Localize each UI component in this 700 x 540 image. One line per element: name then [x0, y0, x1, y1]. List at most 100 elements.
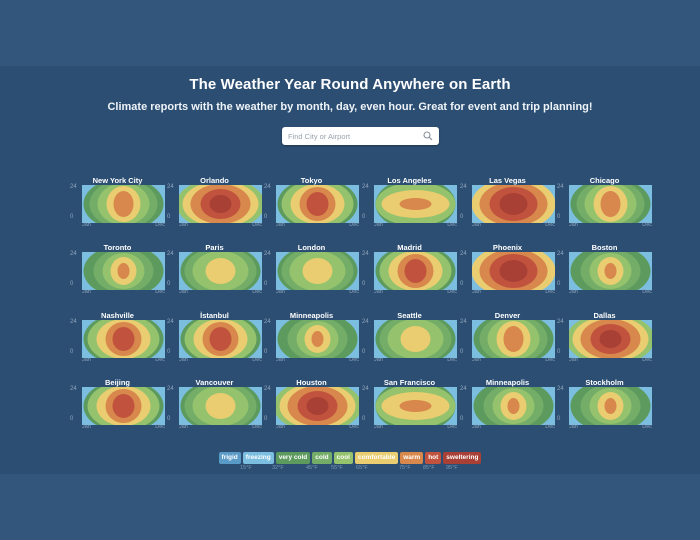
legend-chip: comfortable: [355, 452, 399, 464]
city-name[interactable]: Minneapolis: [289, 311, 334, 320]
city-card[interactable]: Boston 24 0 Jan Dec: [557, 243, 652, 296]
climate-heatmap[interactable]: [472, 185, 555, 223]
city-name[interactable]: Houston: [296, 378, 327, 387]
climate-heatmap[interactable]: [82, 252, 165, 290]
y-axis-bottom-label: 0: [362, 349, 366, 355]
city-card[interactable]: Los Angeles 24 0 Jan Dec: [362, 176, 457, 229]
city-card[interactable]: San Francisco 24 0 Jan Dec: [362, 378, 457, 431]
city-card[interactable]: Phoenix 24 0 Jan Dec: [460, 243, 555, 296]
climate-heatmap[interactable]: [569, 387, 652, 425]
climate-heatmap[interactable]: [179, 387, 262, 425]
climate-heatmap[interactable]: [374, 185, 457, 223]
city-card[interactable]: Minneapolis 24 0 Jan Dec: [264, 311, 359, 364]
city-card[interactable]: Chicago 24 0 Jan Dec: [557, 176, 652, 229]
climate-heatmap[interactable]: [374, 252, 457, 290]
climate-heatmap[interactable]: [472, 252, 555, 290]
city-name[interactable]: Stockholm: [585, 378, 624, 387]
city-name[interactable]: Denver: [494, 311, 521, 320]
city-name[interactable]: Madrid: [397, 243, 422, 252]
city-name[interactable]: İstanbul: [200, 311, 229, 320]
climate-heatmap[interactable]: [276, 320, 359, 358]
climate-heatmap[interactable]: [569, 252, 652, 290]
city-name[interactable]: Beijing: [104, 378, 130, 387]
city-name[interactable]: Los Angeles: [387, 176, 432, 185]
x-axis-end-label: Dec: [349, 357, 359, 363]
x-axis-start-label: Jan: [179, 424, 188, 430]
climate-heatmap[interactable]: [82, 387, 165, 425]
x-axis-start-label: Jan: [276, 222, 285, 228]
y-axis-top-label: 24: [264, 386, 271, 392]
city-card[interactable]: Dallas 24 0 Jan Dec: [557, 311, 652, 364]
city-card[interactable]: Orlando 24 0 Jan Dec: [167, 176, 262, 229]
y-axis-top-label: 24: [557, 251, 564, 257]
city-name[interactable]: Toronto: [103, 243, 132, 252]
city-card[interactable]: Madrid 24 0 Jan Dec: [362, 243, 457, 296]
city-card[interactable]: Minneapolis 24 0 Jan Dec: [460, 378, 555, 431]
search-icon[interactable]: [423, 131, 433, 141]
heat-band: [600, 191, 621, 217]
climate-heatmap[interactable]: [472, 387, 555, 425]
climate-heatmap[interactable]: [179, 320, 262, 358]
legend-chip: cold: [312, 452, 332, 464]
city-card[interactable]: Las Vegas 24 0 Jan Dec: [460, 176, 555, 229]
x-axis-start-label: Jan: [374, 424, 383, 430]
climate-heatmap[interactable]: [82, 320, 165, 358]
city-card[interactable]: Houston 24 0 Jan Dec: [264, 378, 359, 431]
city-name[interactable]: London: [297, 243, 326, 252]
climate-heatmap[interactable]: [374, 387, 457, 425]
y-axis-top-label: 24: [460, 386, 467, 392]
city-name[interactable]: Tokyo: [300, 176, 323, 185]
city-card[interactable]: New York City 24 0 Jan Dec: [70, 176, 165, 229]
climate-heatmap[interactable]: [374, 320, 457, 358]
city-card[interactable]: Stockholm 24 0 Jan Dec: [557, 378, 652, 431]
city-name[interactable]: Las Vegas: [489, 176, 526, 185]
climate-heatmap[interactable]: [179, 185, 262, 223]
heat-band: [400, 326, 431, 352]
city-name[interactable]: Phoenix: [492, 243, 523, 252]
city-card[interactable]: London 24 0 Jan Dec: [264, 243, 359, 296]
heat-band: [113, 191, 134, 217]
y-axis-top-label: 24: [70, 251, 77, 257]
city-card[interactable]: Beijing 24 0 Jan Dec: [70, 378, 165, 431]
city-card[interactable]: İstanbul 24 0 Jan Dec: [167, 311, 262, 364]
city-name[interactable]: Dallas: [593, 311, 616, 320]
city-card[interactable]: Vancouver 24 0 Jan Dec: [167, 378, 262, 431]
search-input[interactable]: [288, 129, 418, 143]
city-card[interactable]: Tokyo 24 0 Jan Dec: [264, 176, 359, 229]
city-card[interactable]: Denver 24 0 Jan Dec: [460, 311, 555, 364]
climate-heatmap[interactable]: [276, 252, 359, 290]
legend-chip: freezing: [242, 452, 274, 464]
city-name[interactable]: Minneapolis: [485, 378, 530, 387]
city-card[interactable]: Nashville 24 0 Jan Dec: [70, 311, 165, 364]
city-name[interactable]: Vancouver: [195, 378, 234, 387]
y-axis-bottom-label: 0: [70, 349, 74, 355]
climate-heatmap[interactable]: [472, 320, 555, 358]
x-axis-start-label: Jan: [472, 424, 481, 430]
city-name[interactable]: Seattle: [397, 311, 422, 320]
city-name[interactable]: Orlando: [200, 176, 229, 185]
climate-heatmap[interactable]: [82, 185, 165, 223]
heat-band: [507, 398, 520, 414]
y-axis-bottom-label: 0: [70, 416, 74, 422]
climate-heatmap[interactable]: [276, 185, 359, 223]
city-name[interactable]: Paris: [205, 243, 224, 252]
city-card[interactable]: Toronto 24 0 Jan Dec: [70, 243, 165, 296]
y-axis-top-label: 24: [70, 319, 77, 325]
city-name[interactable]: San Francisco: [383, 378, 436, 387]
climate-heatmap[interactable]: [569, 185, 652, 223]
city-card[interactable]: Paris 24 0 Jan Dec: [167, 243, 262, 296]
page-title: The Weather Year Round Anywhere on Earth: [189, 76, 511, 93]
city-name[interactable]: New York City: [92, 176, 143, 185]
heat-band: [604, 263, 617, 279]
temperature-tick: 45°F: [306, 465, 318, 471]
climate-heatmap[interactable]: [569, 320, 652, 358]
x-axis-start-label: Jan: [82, 289, 91, 295]
city-name[interactable]: Nashville: [101, 311, 134, 320]
search-box[interactable]: [282, 127, 439, 145]
city-name[interactable]: Chicago: [589, 176, 620, 185]
city-name[interactable]: Boston: [591, 243, 618, 252]
y-axis-top-label: 24: [167, 251, 174, 257]
climate-heatmap[interactable]: [276, 387, 359, 425]
city-card[interactable]: Seattle 24 0 Jan Dec: [362, 311, 457, 364]
climate-heatmap[interactable]: [179, 252, 262, 290]
